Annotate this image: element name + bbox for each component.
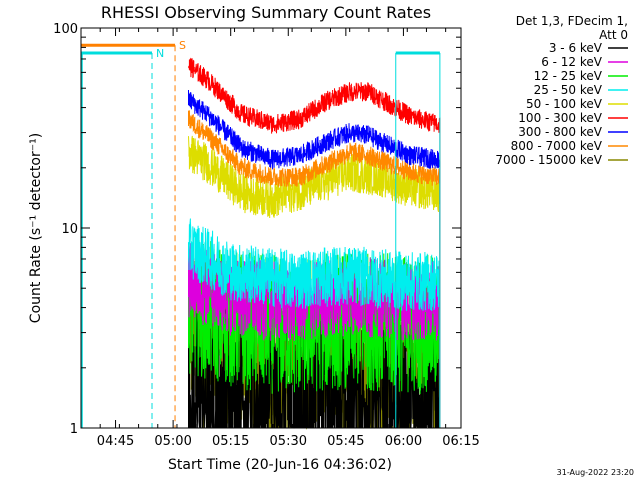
series-line-300-800-kev (188, 90, 441, 428)
x-tick-label: 05:45 (327, 434, 364, 449)
x-tick-label: 06:00 (385, 434, 422, 449)
legend-label: 6 - 12 keV (541, 55, 603, 69)
annotation-label-n: N (156, 47, 164, 60)
legend-label: 800 - 7000 keV (511, 139, 603, 153)
x-tick-label: 06:15 (442, 434, 479, 449)
legend-label: 300 - 800 keV (518, 125, 602, 139)
footer-date: 31-Aug-2022 23:20 (557, 468, 634, 477)
series-line-800-7000-kev (188, 110, 441, 428)
legend-label: 25 - 50 keV (534, 83, 603, 97)
legend-header-line-2: Att 0 (599, 28, 628, 42)
x-axis-label: Start Time (20-Jun-16 04:36:02) (168, 457, 392, 473)
y-tick-label: 1 (70, 422, 78, 437)
data-layer (188, 57, 441, 430)
annotation-layer: NS (81, 39, 441, 428)
legend-label: 12 - 25 keV (534, 69, 603, 83)
annotation-label-s: S (179, 39, 186, 52)
axis-layer: 04:45 05:00 05:15 05:30 05:45 06:00 06:15 1 10 10… (53, 22, 480, 449)
y-tick-label: 10 (61, 222, 78, 237)
legend-label: 100 - 300 keV (518, 111, 602, 125)
legend-label: 50 - 100 keV (526, 97, 603, 111)
x-tick-label: 04:45 (97, 434, 134, 449)
y-axis-label: Count Rate (s⁻¹ detector⁻¹) (28, 133, 44, 323)
series-line-100-300-kev (188, 57, 441, 428)
x-tick-label: 05:15 (212, 434, 249, 449)
legend-label: 3 - 6 keV (549, 41, 603, 55)
x-tick-label: 05:00 (154, 434, 191, 449)
x-tick-label: 05:30 (270, 434, 307, 449)
chart-title: RHESSI Observing Summary Count Rates (101, 3, 431, 22)
y-tick-label: 100 (53, 22, 78, 37)
legend-header-line-1: Det 1,3, FDecim 1, (516, 14, 628, 28)
series-line-25-50-kev (188, 218, 441, 428)
legend-label: 7000 - 15000 keV (495, 153, 602, 167)
